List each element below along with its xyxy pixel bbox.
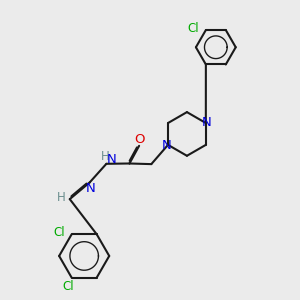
Text: N: N <box>162 139 172 152</box>
Text: N: N <box>86 182 96 195</box>
Text: H: H <box>100 150 109 163</box>
Text: H: H <box>56 191 65 204</box>
Text: N: N <box>202 116 212 129</box>
Text: Cl: Cl <box>53 226 64 239</box>
Text: Cl: Cl <box>188 22 200 34</box>
Text: Cl: Cl <box>63 280 74 293</box>
Text: N: N <box>106 154 116 166</box>
Text: O: O <box>134 133 145 146</box>
